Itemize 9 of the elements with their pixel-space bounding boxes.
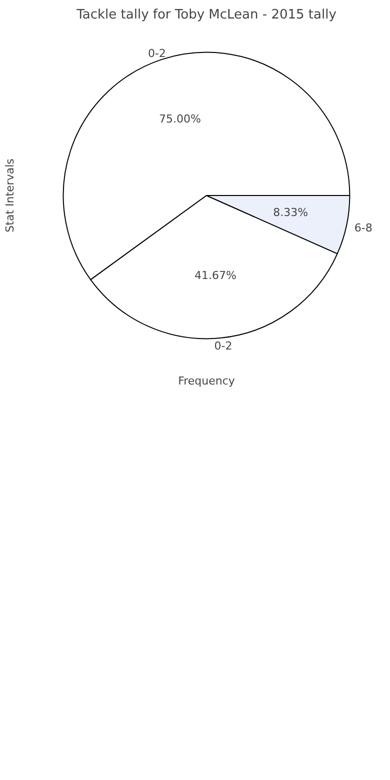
text: Frequency (178, 374, 236, 388)
slice-label: 0-2 (148, 46, 166, 60)
text: Stat Intervals (4, 158, 16, 232)
chart-title: Tackle tally for Toby McLean - 2015 tally (76, 8, 337, 22)
data-label: 75.00% (158, 112, 201, 126)
data-label: 41.67% (194, 269, 236, 282)
data-label: 8.33% (273, 206, 308, 219)
slice-label: 6-8 (354, 221, 372, 234)
slice-label: 0-2 (214, 340, 232, 353)
